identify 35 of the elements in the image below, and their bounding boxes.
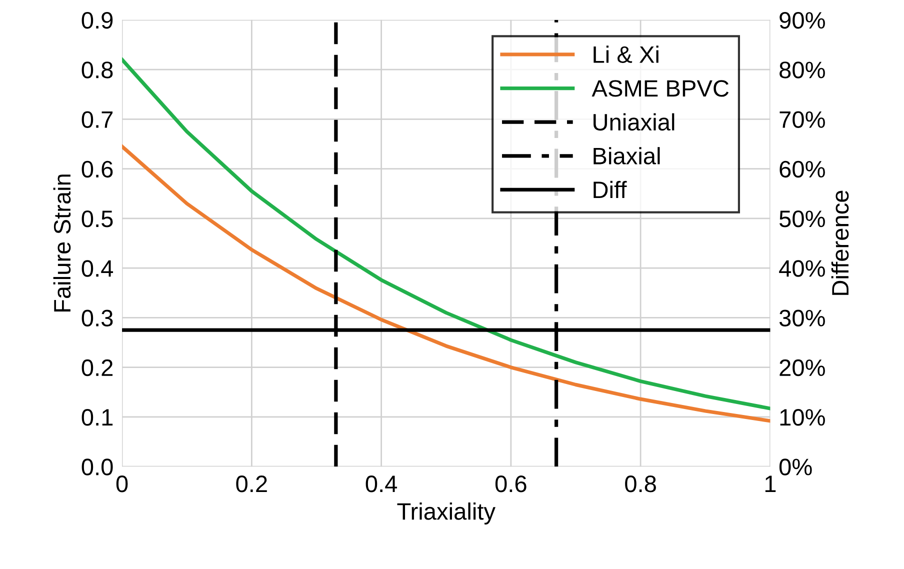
legend-label: ASME BPVC [592,80,729,97]
y-tick-label: 0.0 [82,458,113,476]
legend-label: Uniaxial [594,113,674,131]
x-tick-label: 0.4 [366,476,398,492]
y2-tick-label: 30% [779,310,825,326]
legend-label: Diff [594,180,627,198]
y2-tick-label: 20% [780,359,825,376]
y-tick-label: 0.4 [82,260,114,277]
y2-tick-label: 40% [779,260,825,277]
x-axis-title: Triaxiality [397,502,496,524]
y2-axis-title: Difference [831,190,849,295]
x-tick-label: 0.6 [495,476,526,492]
y2-tick-label: 60% [780,160,825,178]
y2-tick-label: 50% [779,210,825,228]
y-tick-label: 0.8 [82,62,113,78]
legend-label: Biaxial [594,147,660,164]
x-tick-label: 0.2 [236,476,267,492]
line-series [122,144,770,423]
legend-label: Li & Xi [594,46,658,63]
y-tick-label: 0.2 [82,359,113,376]
y2-tick-label: 10% [780,409,825,426]
y2-tick-label: 80% [780,62,825,78]
y-tick-label: 0.3 [82,310,113,326]
y-tick-label: 0.1 [82,409,113,426]
x-tick-label: 1 [765,476,776,492]
x-tick-label: 0 [116,476,128,492]
y-tick-label: 0.7 [82,111,113,128]
y-tick-label: 0.9 [82,12,113,29]
y2-tick-label: 70% [780,111,825,128]
y-tick-label: 0.5 [82,210,113,228]
y2-tick-label: 0% [779,458,812,476]
y-tick-label: 0.6 [82,160,113,178]
x-tick-label: 0.8 [625,476,656,492]
y2-tick-label: 90% [780,12,825,29]
y-axis-title: Failure Strain [53,174,71,312]
